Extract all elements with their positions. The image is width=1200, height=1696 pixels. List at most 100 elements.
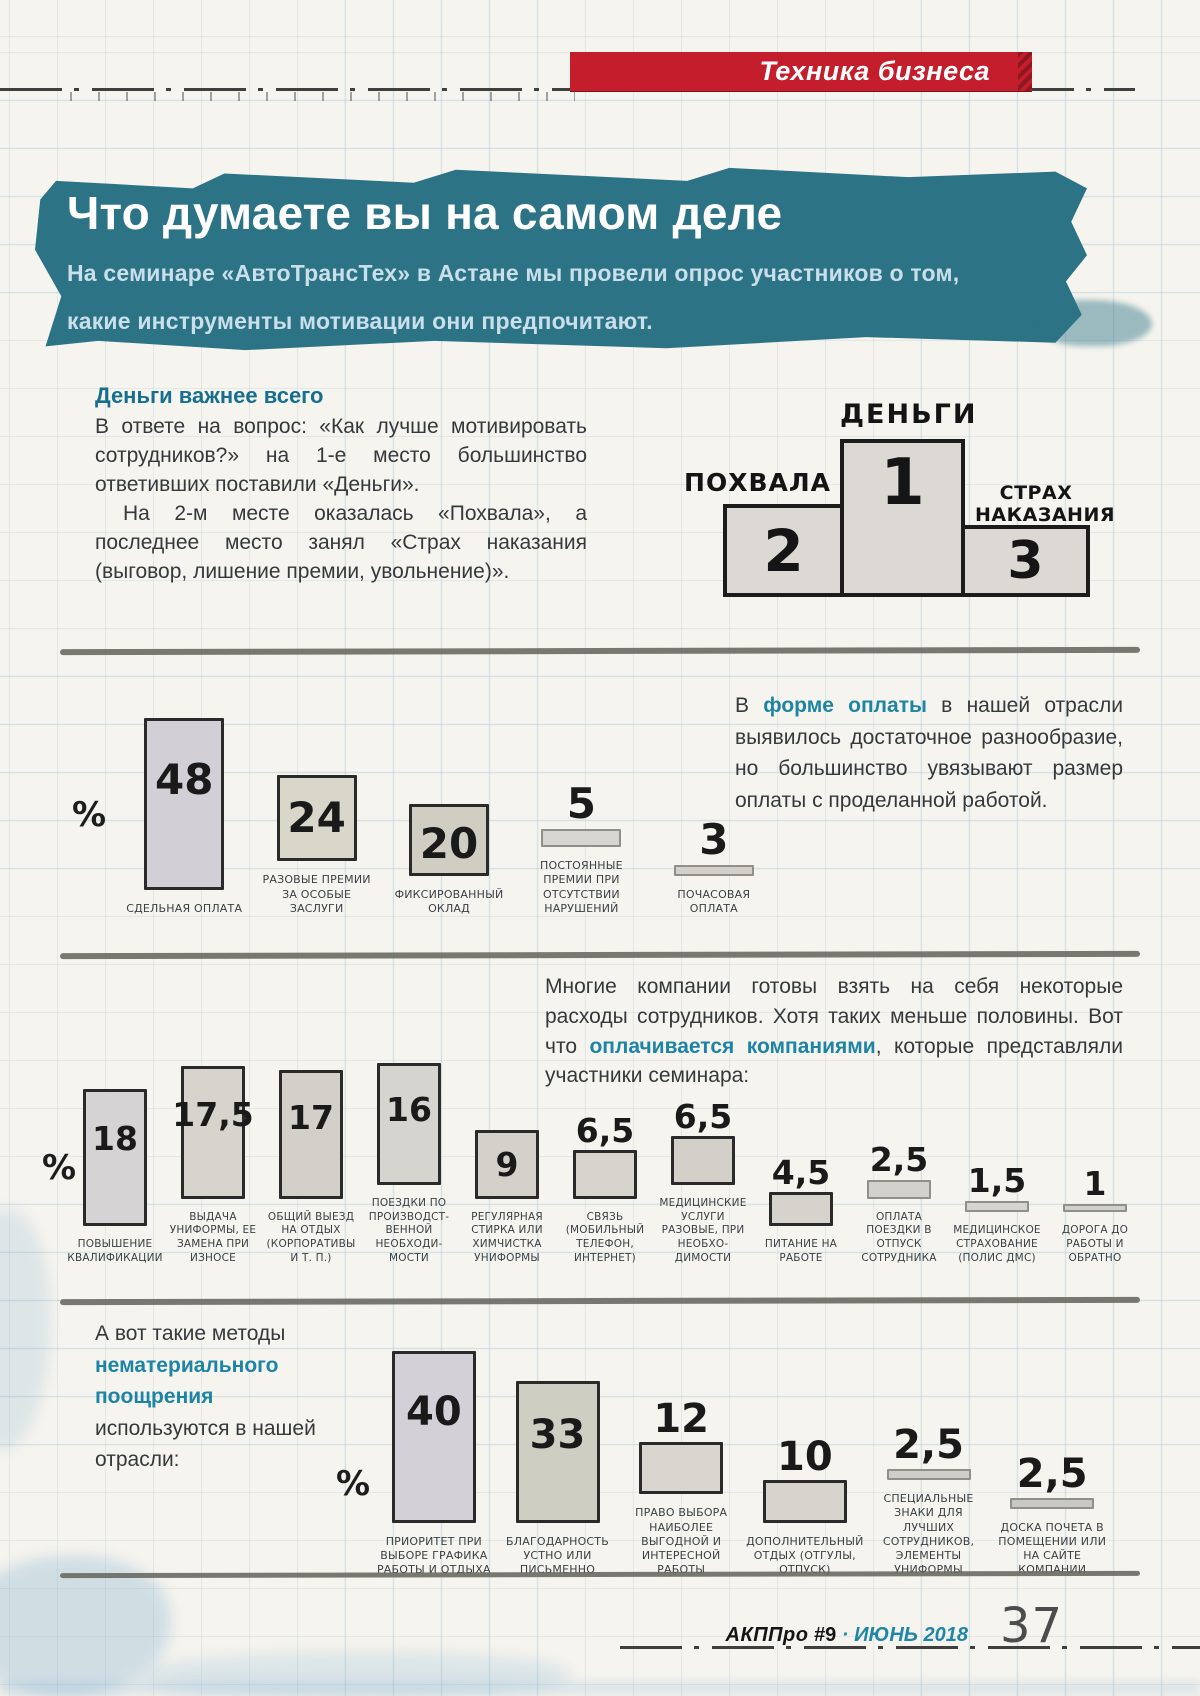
bar-area: 9	[458, 1062, 556, 1199]
podium-rank-1: 1	[880, 446, 925, 520]
bar-area: 18	[66, 1088, 164, 1226]
chart-bar: 1	[1063, 1167, 1127, 1213]
section-divider	[59, 646, 1141, 656]
text-run: в нашей отрасли выявилось достаточное ра…	[735, 694, 1124, 812]
bar-area: 20	[383, 704, 515, 876]
bar-area: 6,5	[556, 1062, 654, 1199]
chart-bar: 24	[276, 775, 357, 862]
watercolor-stain	[0, 1210, 50, 1450]
chart-bar: 5	[541, 783, 622, 847]
bar-area: 1,5	[948, 1075, 1046, 1213]
bar-category-label: ПОЕЗДКИ ПО ПРОИЗВОДСТ-ВЕННОЙ НЕОБХОДИ-МО…	[368, 1197, 450, 1264]
chart-column: 33 БЛАГОДАРНОСТЬ УСТНО ИЛИ ПИСЬМЕННО	[496, 1351, 620, 1578]
torn-edge-ticks	[70, 92, 575, 101]
chart-column: 9 РЕГУЛЯРНАЯ СТИРКА ИЛИ ХИМЧИСТКА УНИФОРМ…	[458, 1062, 556, 1266]
chart-bar: 1,5	[965, 1164, 1029, 1213]
bar-category-label: ОПЛАТА ПОЕЗДКИ В ОТПУСК СОТРУДНИКА	[861, 1210, 937, 1264]
chart-column: 48 СДЕЛЬНАЯ ОПЛАТА	[118, 717, 250, 916]
podium-graphic: ДЕНЬГИ ПОХВАЛА СТРАХ НАКАЗАНИЯ 2 1 3	[655, 365, 1114, 597]
paint-spill	[1040, 300, 1152, 346]
bar-value-label: 20	[419, 818, 479, 868]
nonmaterial-paragraph: А вот такие методы нематериального поощр…	[95, 1318, 345, 1476]
bar-category-label: ДОПОЛНИТЕЛЬНЫЙ ОТДЫХ (ОТГУЛЫ, ОТПУСК)	[746, 1534, 864, 1577]
chart-bar: 10	[762, 1437, 847, 1523]
bar-area: 2,5	[867, 1308, 991, 1480]
bar-value-label: 48	[154, 754, 214, 804]
bar-area: 12	[619, 1322, 743, 1495]
text-run: А вот такие методы	[95, 1322, 286, 1345]
chart-bar: 9	[475, 1129, 539, 1199]
bar-area: 24	[250, 689, 382, 862]
podium-step-2: 2	[723, 504, 844, 597]
bar-area: 2,5	[990, 1337, 1114, 1509]
podium-step-1: 1	[840, 439, 965, 597]
intro-section: Деньги важнее всего В ответе на вопрос: …	[95, 383, 587, 587]
podium-label-money: ДЕНЬГИ	[840, 399, 978, 430]
chart-column: 10 ДОПОЛНИТЕЛЬНЫЙ ОТДЫХ (ОТГУЛЫ, ОТПУСК)	[743, 1351, 867, 1578]
chart-column: 4,5 ПИТАНИЕ НА РАБОТЕ	[752, 1089, 850, 1265]
bar-value-label: 12	[653, 1396, 710, 1443]
nonmaterial-text-block: А вот такие методы нематериального поощр…	[95, 1318, 345, 1476]
bar-value-label: 40	[405, 1388, 462, 1435]
text-run: используются в нашей отрасли:	[95, 1416, 316, 1472]
bar-value-label: 16	[386, 1090, 432, 1129]
footer-issue: #9	[814, 1624, 837, 1646]
bar-value-label: 4,5	[771, 1152, 831, 1192]
intro-heading: Деньги важнее всего	[95, 383, 324, 408]
bar-category-label: СДЕЛЬНАЯ ОПЛАТА	[126, 901, 243, 915]
bar-value-label: 10	[777, 1433, 833, 1480]
bar-category-label: МЕДИЦИНСКОЕ СТРАХОВАНИЕ (ПОЛИС ДМС)	[953, 1224, 1041, 1264]
intro-paragraph-1: В ответе на вопрос: «Как лучше мотивиров…	[95, 415, 587, 496]
chart-bar: 17,5	[172, 1065, 254, 1199]
text-run: , которые представляли участники семинар…	[545, 1034, 1124, 1088]
bar-category-label: МЕДИЦИНСКИЕ УСЛУГИ РАЗОВЫЕ, ПРИ НЕОБХО-Д…	[659, 1197, 747, 1264]
bar-category-label: СВЯЗЬ (МОБИЛЬНЫЙ ТЕЛЕФОН, ИНТЕРНЕТ)	[565, 1210, 645, 1264]
chart-column: 3 ПОЧАСОВАЯ ОПЛАТА	[648, 704, 780, 917]
chart-bar: 40	[391, 1350, 476, 1523]
payment-paragraph: В форме оплаты в нашей отрасли выявилось…	[735, 690, 1123, 816]
article-header: Что думаете вы на самом деле На семинаре…	[35, 166, 1087, 352]
bar-category-label: ПОВЫШЕНИЕ КВАЛИФИКАЦИИ	[67, 1237, 163, 1264]
company-benefits-chart: 18 ПОВЫШЕНИЕ КВАЛИФИКАЦИИ 17,5 ВЫДАЧА УНИФО…	[66, 1048, 1144, 1265]
bar-value-label: 2,5	[893, 1422, 964, 1468]
bar-value-label: 33	[529, 1411, 586, 1458]
chart-column: 24 РАЗОВЫЕ ПРЕМИИ ЗА ОСОБЫЕ ЗАСЛУГИ	[250, 689, 382, 916]
podium-step-3: 3	[961, 525, 1090, 597]
chart-bar: 2,5	[886, 1425, 971, 1480]
bar-category-label: ВЫДАЧА УНИФОРМЫ, ЕЕ ЗАМЕНА ПРИ ИЗНОСЕ	[169, 1210, 257, 1264]
bar-category-label: РЕГУЛЯРНАЯ СТИРКА ИЛИ ХИМЧИСТКА УНИФОРМЫ	[471, 1210, 543, 1264]
chart-column: 18 ПОВЫШЕНИЕ КВАЛИФИКАЦИИ	[66, 1088, 164, 1265]
article-title: Что думаете вы на самом деле	[67, 187, 783, 239]
chart-column: 40 ПРИОРИТЕТ ПРИ ВЫБОРЕ ГРАФИКА РАБОТЫ И …	[372, 1350, 496, 1578]
chart-column: 17,5 ВЫДАЧА УНИФОРМЫ, ЕЕ ЗАМЕНА ПРИ ИЗНОС…	[164, 1062, 262, 1266]
chart-column: 16 ПОЕЗДКИ ПО ПРОИЗВОДСТ-ВЕННОЙ НЕОБХОДИ-…	[360, 1048, 458, 1265]
percent-axis-label: %	[336, 1464, 371, 1504]
bar-area: 40	[372, 1350, 496, 1523]
bar-category-label: ДОРОГА ДО РАБОТЫ И ОБРАТНО	[1061, 1224, 1129, 1264]
article-subtitle-line1: На семинаре «АвтоТрансТех» в Астане мы п…	[67, 260, 960, 286]
chart-bar: 33	[515, 1380, 600, 1523]
chart-column: 6,5 СВЯЗЬ (МОБИЛЬНЫЙ ТЕЛЕФОН, ИНТЕРНЕТ)	[556, 1062, 654, 1266]
percent-axis-label: %	[42, 1148, 77, 1188]
chart-column: 2,5 СПЕЦИАЛЬНЫЕ ЗНАКИ ДЛЯ ЛУЧШИХ СОТРУДНИ…	[867, 1308, 991, 1578]
bar-area: 33	[496, 1351, 620, 1523]
bar-area: 17	[262, 1062, 360, 1199]
payment-forms-chart: 48 СДЕЛЬНАЯ ОПЛАТА 24 РАЗОВЫЕ ПРЕМИИ ЗА ОСО…	[118, 675, 780, 916]
bar-area: 2,5	[850, 1062, 948, 1199]
chart-bar: 48	[144, 717, 225, 890]
bar-category-label: ПОСТОЯННЫЕ ПРЕМИИ ПРИ ОТСУТСТВИИ НАРУШЕН…	[540, 859, 623, 915]
bar-value-label: 6,5	[673, 1097, 733, 1136]
chart-bar: 3	[673, 818, 754, 876]
chart-bar: 2,5	[867, 1143, 931, 1199]
watercolor-stain	[140, 1652, 570, 1696]
section-ribbon-label: Техника бизнеса	[759, 56, 990, 86]
page-number: 37	[1000, 1598, 1064, 1654]
chart-bar: 12	[639, 1399, 724, 1495]
company-paragraph: Многие компании готовы взять на себя нек…	[545, 972, 1123, 1091]
bar-category-label: БЛАГОДАРНОСТЬ УСТНО ИЛИ ПИСЬМЕННО	[506, 1534, 609, 1577]
nonmaterial-methods-chart: 40 ПРИОРИТЕТ ПРИ ВЫБОРЕ ГРАФИКА РАБОТЫ И …	[372, 1308, 1114, 1578]
chart-column: 5 ПОСТОЯННЫЕ ПРЕМИИ ПРИ ОТСУТСТВИИ НАРУШЕ…	[515, 675, 647, 916]
bar-category-label: ДОСКА ПОЧЕТА В ПОМЕЩЕНИИ ИЛИ НА САЙТЕ КО…	[998, 1520, 1107, 1577]
chart-column: 2,5 ДОСКА ПОЧЕТА В ПОМЕЩЕНИИ ИЛИ НА САЙТЕ…	[990, 1337, 1114, 1578]
bar-value-label: 1	[1083, 1164, 1107, 1204]
